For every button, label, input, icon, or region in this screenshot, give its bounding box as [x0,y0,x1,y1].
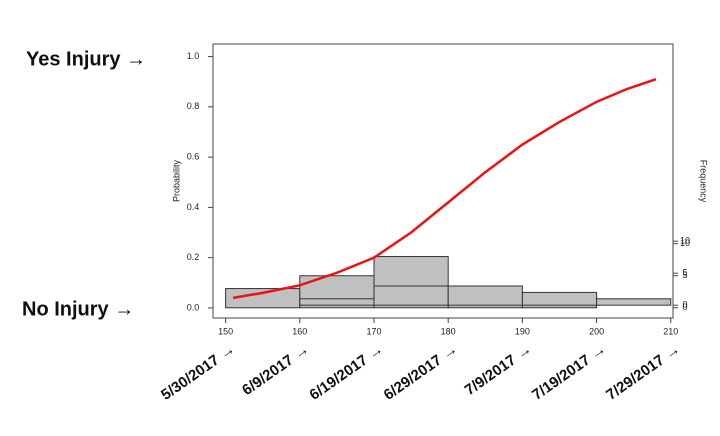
date-label: 5/30/2017 → [158,341,238,404]
y3-tick-label: 5 [682,268,687,278]
y-tick-label: 0.0 [187,302,200,312]
y2-tick-label: 0 [682,302,687,312]
date-label: 6/19/2017 → [306,341,386,404]
histogram-bar [596,298,672,306]
y-tick-label: 0.4 [187,202,200,212]
y3-tick-label: 10 [680,236,690,246]
x-tick-label: 190 [515,326,530,336]
x-tick-label: 150 [218,326,233,336]
y-tick-label: 0.6 [187,151,200,161]
annotation: No Injury → [22,298,134,320]
x-tick-label: 210 [663,326,678,336]
y2-tick-label: 10 [680,238,690,248]
plot-frame [212,43,674,319]
x-tick-label: 180 [441,326,456,336]
y-axis-label: Probability [171,159,181,202]
x-tick-label: 170 [366,326,381,336]
date-label: 6/29/2017 → [381,341,461,404]
histogram-bar [447,285,523,306]
histogram-bar [373,285,449,306]
y2-axis-label: Frequency [699,160,709,203]
date-label: 7/9/2017 → [462,341,535,399]
y-tick-label: 0.8 [187,101,200,111]
histogram-bar [299,298,375,306]
y-tick-label: 0.2 [187,252,200,262]
date-label: 7/29/2017 → [603,341,683,404]
x-tick-label: 160 [292,326,307,336]
annotation: Yes Injury → [26,48,146,70]
date-label: 6/9/2017 → [239,341,312,399]
y2-tick-label: 5 [682,270,687,280]
date-label: 7/19/2017 → [529,341,609,404]
y-tick-label: 1.0 [187,51,200,61]
x-tick-label: 200 [589,326,604,336]
logistic-curve [232,78,657,300]
y3-tick-label: 0 [682,300,687,310]
histogram-bar [521,291,598,306]
